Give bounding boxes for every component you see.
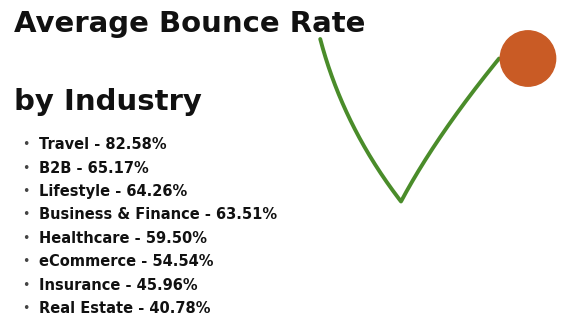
Text: Healthcare - 59.50%: Healthcare - 59.50% [39, 231, 207, 246]
Text: •: • [23, 279, 29, 292]
Text: •: • [23, 302, 29, 315]
Text: B2B - 65.17%: B2B - 65.17% [39, 161, 149, 176]
Text: Insurance - 45.96%: Insurance - 45.96% [39, 278, 198, 292]
Text: Average Bounce Rate: Average Bounce Rate [14, 10, 366, 38]
Text: •: • [23, 208, 29, 221]
Text: •: • [23, 255, 29, 268]
Text: •: • [23, 138, 29, 151]
Text: eCommerce - 54.54%: eCommerce - 54.54% [39, 254, 213, 269]
Text: Lifestyle - 64.26%: Lifestyle - 64.26% [39, 184, 188, 199]
Text: •: • [23, 232, 29, 245]
Text: •: • [23, 162, 29, 175]
Text: •: • [23, 185, 29, 198]
Ellipse shape [500, 31, 556, 86]
Text: Business & Finance - 63.51%: Business & Finance - 63.51% [39, 207, 278, 222]
Text: Travel - 82.58%: Travel - 82.58% [39, 137, 167, 152]
Text: by Industry: by Industry [14, 88, 203, 116]
Text: Real Estate - 40.78%: Real Estate - 40.78% [39, 301, 211, 316]
